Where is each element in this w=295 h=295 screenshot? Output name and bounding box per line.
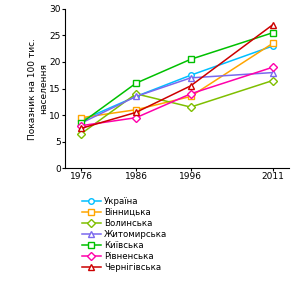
- Line: Житомирська: Житомирська: [78, 70, 276, 126]
- Рівненська: [271, 65, 274, 69]
- Вінницька: [134, 108, 138, 112]
- Київська: [80, 121, 83, 125]
- Житомирська: [271, 71, 274, 74]
- Україна: [189, 73, 192, 77]
- Вінницька: [80, 116, 83, 119]
- Україна: [271, 44, 274, 48]
- Line: Чернігівська: Чернігівська: [78, 22, 276, 131]
- Рівненська: [189, 92, 192, 96]
- Житомирська: [189, 76, 192, 80]
- Волинська: [189, 105, 192, 109]
- Вінницька: [271, 42, 274, 45]
- Line: Україна: Україна: [78, 43, 276, 123]
- Чернігівська: [80, 127, 83, 130]
- Line: Київська: Київська: [78, 29, 276, 127]
- Україна: [134, 95, 138, 98]
- Рівненська: [134, 116, 138, 119]
- Волинська: [271, 79, 274, 82]
- Київська: [189, 58, 192, 61]
- Рівненська: [80, 124, 83, 127]
- Житомирська: [80, 121, 83, 125]
- Вінницька: [189, 95, 192, 98]
- Line: Рівненська: Рівненська: [78, 65, 276, 128]
- Київська: [271, 31, 274, 35]
- Житомирська: [134, 95, 138, 98]
- Волинська: [80, 132, 83, 135]
- Чернігівська: [189, 84, 192, 88]
- Y-axis label: Показник на 100 тис.
населення: Показник на 100 тис. населення: [28, 37, 48, 140]
- Чернігівська: [134, 111, 138, 114]
- Україна: [80, 119, 83, 122]
- Волинська: [134, 92, 138, 96]
- Line: Вінницька: Вінницька: [78, 41, 276, 120]
- Київська: [134, 81, 138, 85]
- Legend: Україна, Вінницька, Волинська, Житомирська, Київська, Рівненська, Чернігівська: Україна, Вінницька, Волинська, Житомирсь…: [82, 196, 167, 273]
- Чернігівська: [271, 23, 274, 27]
- Line: Волинська: Волинська: [78, 78, 276, 136]
